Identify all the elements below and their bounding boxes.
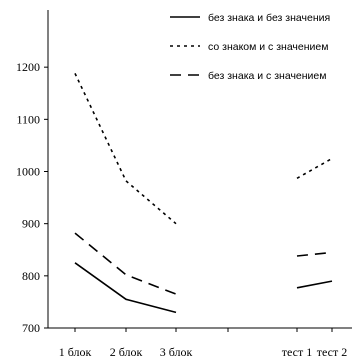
y-tick-label: 800 xyxy=(22,269,40,283)
y-tick-label: 1100 xyxy=(16,112,40,126)
series-1-line xyxy=(74,262,177,314)
legend-label-2: со знаком и с значением xyxy=(208,41,328,53)
y-axis-ticks: 700 800 900 1000 1100 1200 xyxy=(16,60,48,335)
series-1-line xyxy=(296,280,333,289)
y-tick-label: 700 xyxy=(22,321,40,335)
series-3-line xyxy=(74,232,177,295)
x-tick-label: тест 1 xyxy=(282,345,312,359)
series-2-line xyxy=(74,73,177,225)
legend: без знака и без значения со знаком и с зн… xyxy=(170,12,330,82)
legend-label-3: без знака и с значением xyxy=(208,70,326,82)
y-tick-label: 1000 xyxy=(16,165,40,179)
series-3-line xyxy=(296,251,333,257)
series-2-line xyxy=(296,157,333,179)
x-tick-label: 3 блок xyxy=(160,345,193,359)
x-tick-label: 1 блок xyxy=(59,345,92,359)
series-lines xyxy=(74,73,333,314)
legend-label-1: без знака и без значения xyxy=(208,12,330,24)
x-axis-ticks: 1 блок 2 блок 3 блок тест 1 тест 2 xyxy=(59,328,347,359)
y-tick-label: 1200 xyxy=(16,60,40,74)
axes xyxy=(47,10,352,329)
x-tick-label: 2 блок xyxy=(110,345,143,359)
x-tick-label: тест 2 xyxy=(317,345,347,359)
y-tick-label: 900 xyxy=(22,217,40,231)
